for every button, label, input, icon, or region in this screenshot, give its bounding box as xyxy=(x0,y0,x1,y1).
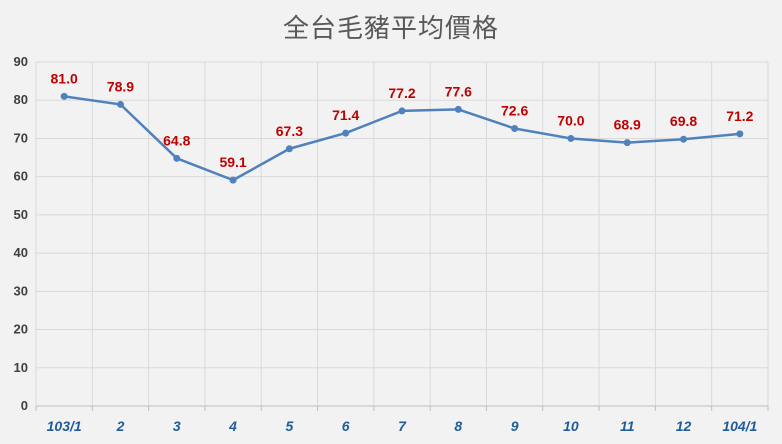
data-label: 64.8 xyxy=(163,132,190,148)
data-labels: 81.0 78.9 64.8 59.1 67.3 71.4 77.2 77.6 72.6 70.0… xyxy=(51,70,754,170)
data-label: 70.0 xyxy=(557,112,584,128)
data-point xyxy=(398,107,406,115)
data-point xyxy=(342,129,350,137)
data-label: 81.0 xyxy=(51,70,78,86)
x-tick-label: 4 xyxy=(228,418,237,434)
y-tick-label: 0 xyxy=(21,398,28,413)
data-point xyxy=(454,105,462,113)
data-label: 71.4 xyxy=(332,107,359,123)
data-label: 77.2 xyxy=(388,85,415,101)
data-point xyxy=(173,154,181,162)
y-tick-label: 80 xyxy=(14,92,28,107)
data-point xyxy=(116,100,124,108)
data-point xyxy=(285,145,293,153)
y-tick-label: 90 xyxy=(14,54,28,69)
y-tick-label: 50 xyxy=(14,207,28,222)
data-points xyxy=(60,92,744,184)
y-tick-label: 30 xyxy=(14,283,28,298)
chart-title: 全台毛豬平均價格 xyxy=(282,14,499,44)
x-tick-labels: 103/1 2 3 4 5 6 7 8 9 10 11 12 104/1 xyxy=(47,418,758,434)
x-tick-label: 2 xyxy=(116,418,125,434)
data-point xyxy=(511,125,519,133)
x-tick-label: 104/1 xyxy=(722,418,757,434)
data-point xyxy=(60,92,68,100)
x-tick-label: 11 xyxy=(620,418,635,434)
grid-lines xyxy=(35,61,769,406)
data-label: 68.9 xyxy=(614,117,641,133)
y-tick-label: 60 xyxy=(14,169,28,184)
data-label: 69.8 xyxy=(670,113,697,129)
y-tick-label: 10 xyxy=(14,360,28,375)
x-tick-label: 12 xyxy=(676,418,692,434)
x-tick-label: 8 xyxy=(454,418,462,434)
x-tick-label: 9 xyxy=(511,418,519,434)
y-tick-label: 20 xyxy=(14,322,28,337)
data-point xyxy=(736,130,744,138)
y-tick-label: 40 xyxy=(14,245,28,260)
data-label: 71.2 xyxy=(726,108,753,124)
data-point xyxy=(567,134,575,142)
data-point xyxy=(229,176,237,184)
data-label: 59.1 xyxy=(219,154,246,170)
axes xyxy=(35,405,769,411)
y-tick-label: 70 xyxy=(14,130,28,145)
data-label: 67.3 xyxy=(276,123,303,139)
data-label: 78.9 xyxy=(107,78,134,94)
data-point xyxy=(623,139,631,147)
x-tick-label: 103/1 xyxy=(47,418,82,434)
x-tick-label: 3 xyxy=(173,418,181,434)
x-tick-label: 10 xyxy=(563,418,579,434)
x-tick-label: 7 xyxy=(398,418,407,434)
data-label: 77.6 xyxy=(445,83,472,99)
x-tick-label: 5 xyxy=(285,418,293,434)
data-point xyxy=(680,135,688,143)
y-tick-labels: 0 10 20 30 40 50 60 70 80 90 xyxy=(14,54,28,413)
x-tick-label: 6 xyxy=(342,418,350,434)
data-label: 72.6 xyxy=(501,103,528,119)
